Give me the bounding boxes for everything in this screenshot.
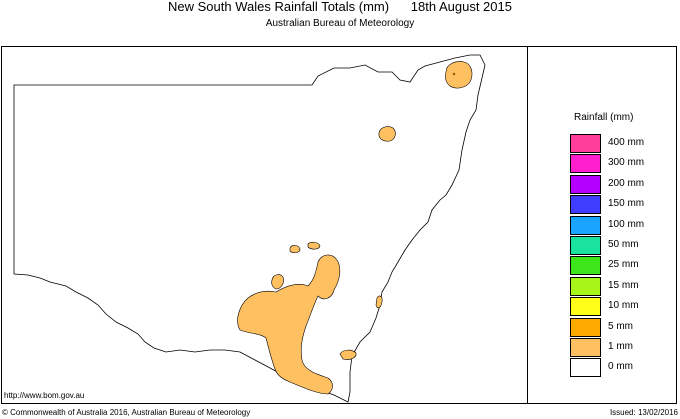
legend-swatch	[570, 174, 601, 194]
legend-label: 150 mm	[608, 198, 645, 210]
legend-swatch	[570, 358, 601, 378]
legend-swatch	[570, 236, 601, 255]
bom-url[interactable]: http://www.bom.gov.au	[4, 391, 85, 400]
legend-label: 1 mm	[608, 341, 633, 352]
rainfall-area-central-west-2	[307, 241, 321, 250]
nsw-map	[13, 54, 486, 403]
rainfall-area-west-riverina	[271, 274, 284, 290]
legend-label: 400 mm	[608, 137, 645, 148]
rainfall-area-northern-tablelands	[378, 126, 396, 142]
legend-label: 5 mm	[608, 320, 633, 332]
legend-swatch	[570, 338, 601, 357]
legend-swatch	[570, 256, 601, 276]
rainfall-area-northeast	[445, 61, 473, 89]
rainfall-point-marker	[452, 72, 456, 76]
legend-label: 200 mm	[608, 177, 645, 189]
rainfall-area-south-coast	[339, 349, 357, 360]
legend-title: Rainfall (mm)	[574, 112, 634, 123]
legend-swatch	[570, 276, 601, 296]
legend-swatch	[570, 317, 601, 337]
legend-label: 15 mm	[608, 279, 639, 291]
legend-label: 0 mm	[608, 361, 633, 373]
map-subtitle: Australian Bureau of Meteorology	[265, 18, 415, 29]
nsw-outline	[13, 54, 486, 403]
legend-swatch	[570, 195, 601, 215]
legend-label: 300 mm	[608, 157, 645, 169]
map-title-main: New South Wales Rainfall Totals (mm)	[168, 0, 390, 14]
map-frame	[1, 46, 677, 404]
legend-label: 50 mm	[608, 239, 639, 250]
legend-swatch	[570, 297, 601, 317]
rainfall-area-central-west-1	[289, 245, 301, 254]
rainfall-area-illawarra	[375, 295, 383, 309]
legend-label: 10 mm	[608, 300, 639, 312]
rainfall-area-riverina	[237, 254, 341, 395]
issued-date: Issued: 13/02/2016	[609, 408, 678, 417]
copyright-notice: © Commonwealth of Australia 2016, Austra…	[2, 408, 251, 417]
legend-label: 25 mm	[608, 259, 639, 271]
legend-swatch	[570, 215, 601, 235]
map-title-date: 18th August 2015	[410, 0, 512, 14]
map-title: New South Wales Rainfall Totals (mm) 18t…	[0, 0, 680, 14]
legend-swatch	[570, 134, 601, 153]
legend-swatch	[570, 154, 601, 174]
legend-label: 100 mm	[608, 218, 645, 230]
legend-divider	[527, 46, 528, 404]
